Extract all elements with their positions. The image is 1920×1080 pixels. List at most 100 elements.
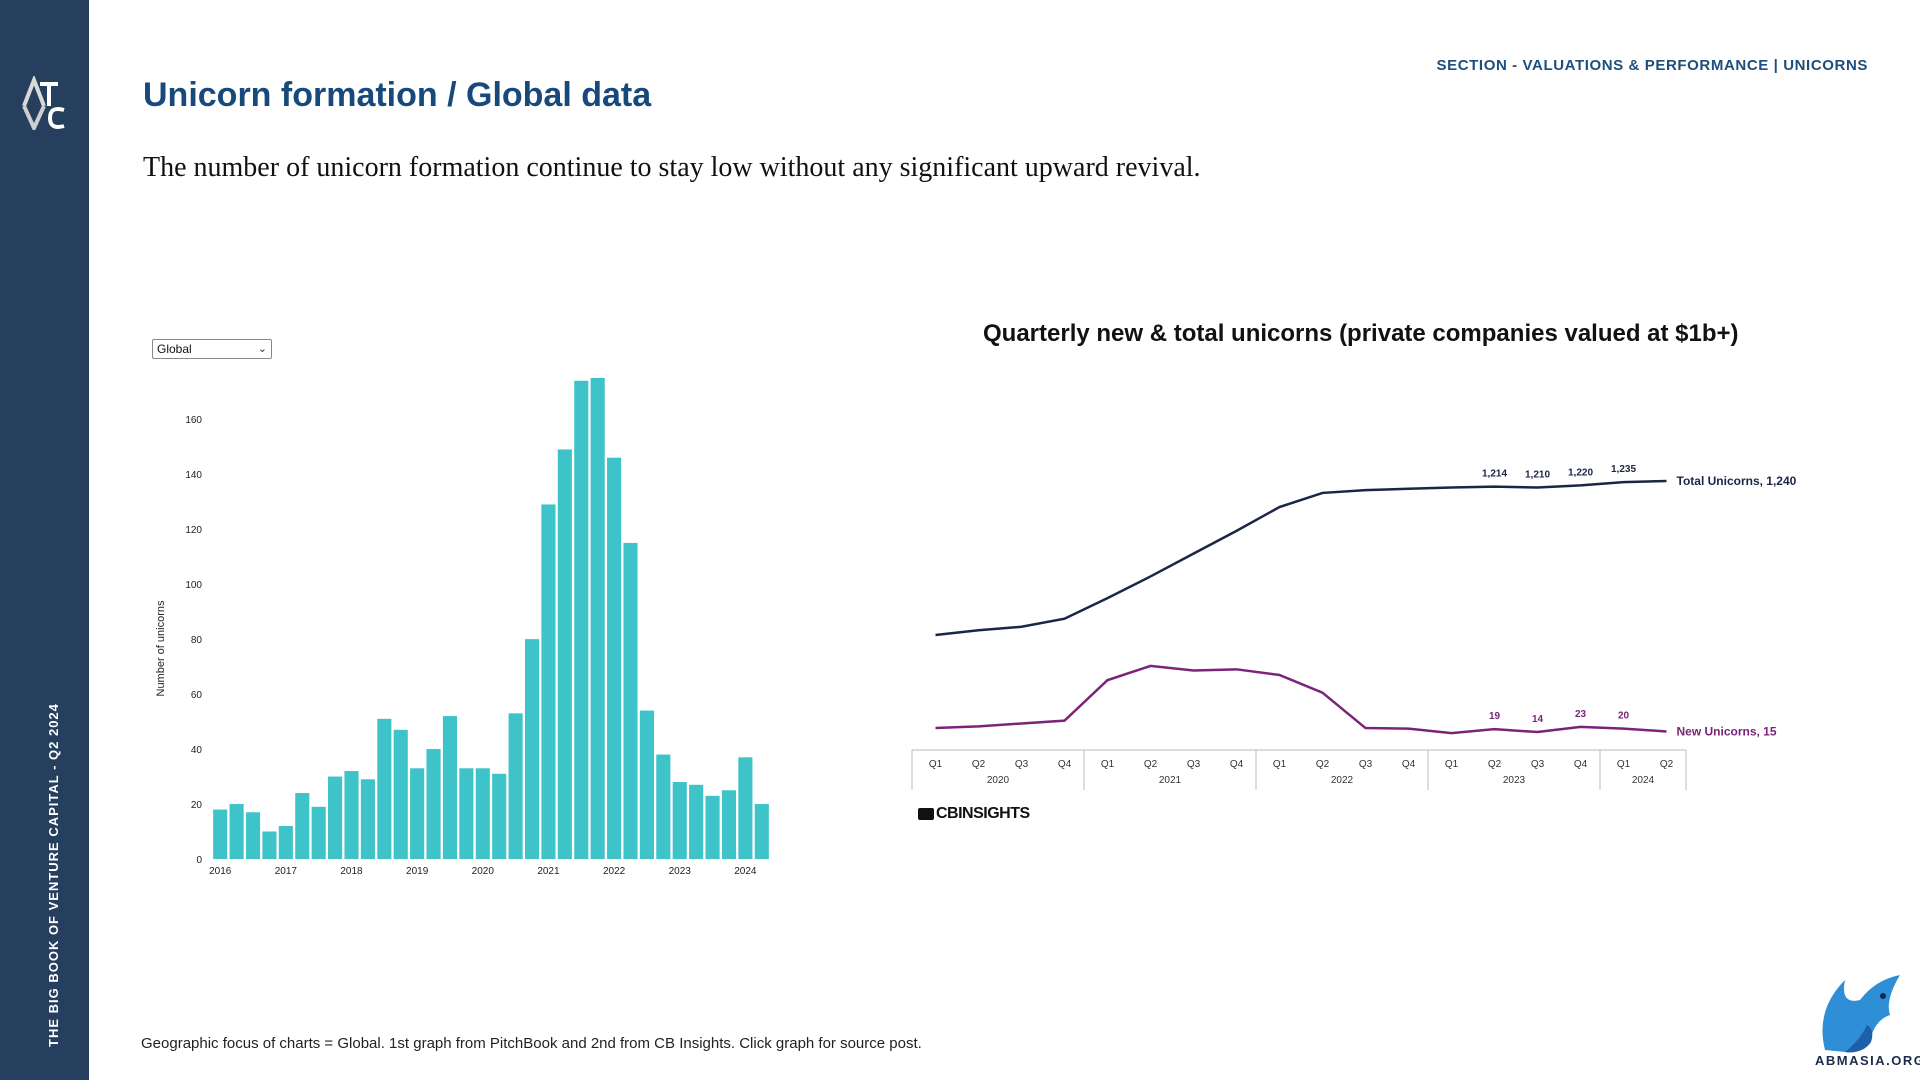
bar (689, 784, 704, 859)
year-label: 2024 (1632, 775, 1655, 786)
x-tick-label: 2021 (537, 866, 560, 877)
y-tick-label: 80 (191, 635, 203, 646)
y-tick-label: 60 (191, 690, 203, 701)
data-label-total: 1,220 (1568, 467, 1593, 478)
footnote: Geographic focus of charts = Global. 1st… (141, 1035, 922, 1052)
bar (295, 793, 310, 859)
data-label-total: 1,235 (1611, 464, 1636, 475)
x-tick-label: 2022 (603, 866, 626, 877)
x-tick-label: Q1 (1101, 759, 1115, 770)
y-tick-label: 140 (185, 470, 202, 481)
bar (344, 771, 359, 859)
x-tick-label: 2024 (734, 866, 757, 877)
bar (607, 457, 622, 859)
x-tick-label: Q2 (1144, 759, 1158, 770)
x-tick-label: Q2 (1660, 759, 1674, 770)
bar (410, 768, 425, 859)
chevron-down-icon: ⌄ (257, 343, 267, 355)
bar (393, 729, 408, 859)
y-tick-label: 40 (191, 745, 203, 756)
data-label-new: 14 (1532, 714, 1544, 725)
x-tick-label: Q1 (1617, 759, 1631, 770)
data-label-new: 23 (1575, 709, 1587, 720)
y-tick-label: 120 (185, 525, 202, 536)
x-tick-label: 2017 (275, 866, 298, 877)
y-tick-label: 0 (196, 855, 202, 866)
bar (229, 804, 244, 859)
bar (623, 542, 638, 859)
series-line-new (935, 664, 1667, 735)
bar (311, 806, 326, 859)
x-tick-label: Q4 (1230, 759, 1244, 770)
x-tick-label: 2016 (209, 866, 232, 877)
bar (213, 809, 228, 859)
year-label: 2023 (1503, 775, 1526, 786)
x-tick-label: Q1 (929, 759, 943, 770)
sidebar-vertical-text: THE BIG BOOK OF VENTURE CAPITAL - Q2 202… (46, 703, 61, 1047)
chart2-title: Quarterly new & total unicorns (private … (983, 320, 1739, 347)
bar (524, 639, 540, 859)
eagle-logo-icon (1822, 975, 1900, 1053)
x-tick-label: Q3 (1531, 759, 1545, 770)
line-chart-unicorns[interactable]: Q1 Q2 Q3 Q4 Q1 Q2 Q3 Q4 Q1 Q2 Q3 Q4 Q1 Q2 Q3 Q4 Q1 Q22020… (900, 310, 1900, 830)
year-label: 2022 (1331, 775, 1354, 786)
section-label: SECTION - VALUATIONS & PERFORMANCE | UNI… (1436, 57, 1868, 74)
data-label-new: 19 (1489, 711, 1501, 722)
page-title: Unicorn formation / Global data (143, 76, 652, 114)
region-select-value: Global (157, 342, 192, 356)
x-tick-label: Q4 (1402, 759, 1416, 770)
y-axis-label: Number of unicorns (155, 600, 167, 696)
bar (245, 812, 261, 859)
abmasia-logo-text: ABMASIA.ORG (1815, 1053, 1920, 1068)
bar (656, 754, 671, 859)
data-label-total: 1,214 (1482, 469, 1507, 480)
series-line-total (935, 479, 1667, 637)
bar (574, 380, 589, 859)
x-tick-label: Q3 (1359, 759, 1373, 770)
x-tick-label: Q3 (1187, 759, 1201, 770)
bar (492, 773, 507, 859)
bar-chart-unicorns[interactable]: 0 20 40 60 80 100 120 140 160 Number of unicorns 2… (140, 330, 790, 890)
bar (328, 776, 343, 859)
bar (541, 504, 556, 859)
year-label: 2020 (987, 775, 1010, 786)
bar (672, 782, 687, 859)
data-label-new: 20 (1618, 711, 1630, 722)
x-tick-label: 2020 (472, 866, 495, 877)
bar (639, 710, 654, 859)
x-tick-label: Q4 (1574, 759, 1588, 770)
region-select[interactable]: Global ⌄ (152, 339, 272, 359)
x-tick-label: Q2 (972, 759, 986, 770)
x-tick-label: Q1 (1273, 759, 1287, 770)
y-tick-label: 100 (185, 580, 202, 591)
atvc-logo (22, 76, 65, 130)
data-label-total: 1,210 (1525, 470, 1550, 481)
x-tick-label: Q4 (1058, 759, 1072, 770)
bar (557, 449, 572, 859)
bar (459, 768, 474, 859)
x-tick-label: Q2 (1488, 759, 1502, 770)
bar (738, 757, 753, 859)
x-tick-label: 2019 (406, 866, 429, 877)
cb-insights-text: CBINSIGHTS (936, 805, 1030, 822)
year-label: 2021 (1159, 775, 1182, 786)
bar (360, 779, 375, 859)
bar (754, 804, 769, 859)
y-tick-label: 160 (185, 415, 202, 426)
bar (377, 718, 392, 859)
bar (442, 716, 458, 859)
x-tick-label: Q2 (1316, 759, 1330, 770)
cb-mark-icon (918, 808, 934, 820)
series-label-total: Total Unicorns, 1,240 (1677, 474, 1797, 488)
bar (426, 749, 441, 859)
bar (590, 378, 605, 859)
x-tick-label: 2023 (669, 866, 692, 877)
bar (262, 831, 277, 859)
bar (508, 713, 523, 859)
bar (475, 768, 490, 859)
cb-insights-logo: CBINSIGHTS (918, 805, 1030, 823)
bar (721, 790, 737, 859)
x-tick-label: Q1 (1445, 759, 1459, 770)
sidebar: THE BIG BOOK OF VENTURE CAPITAL - Q2 202… (0, 0, 89, 1080)
bar (278, 826, 293, 859)
